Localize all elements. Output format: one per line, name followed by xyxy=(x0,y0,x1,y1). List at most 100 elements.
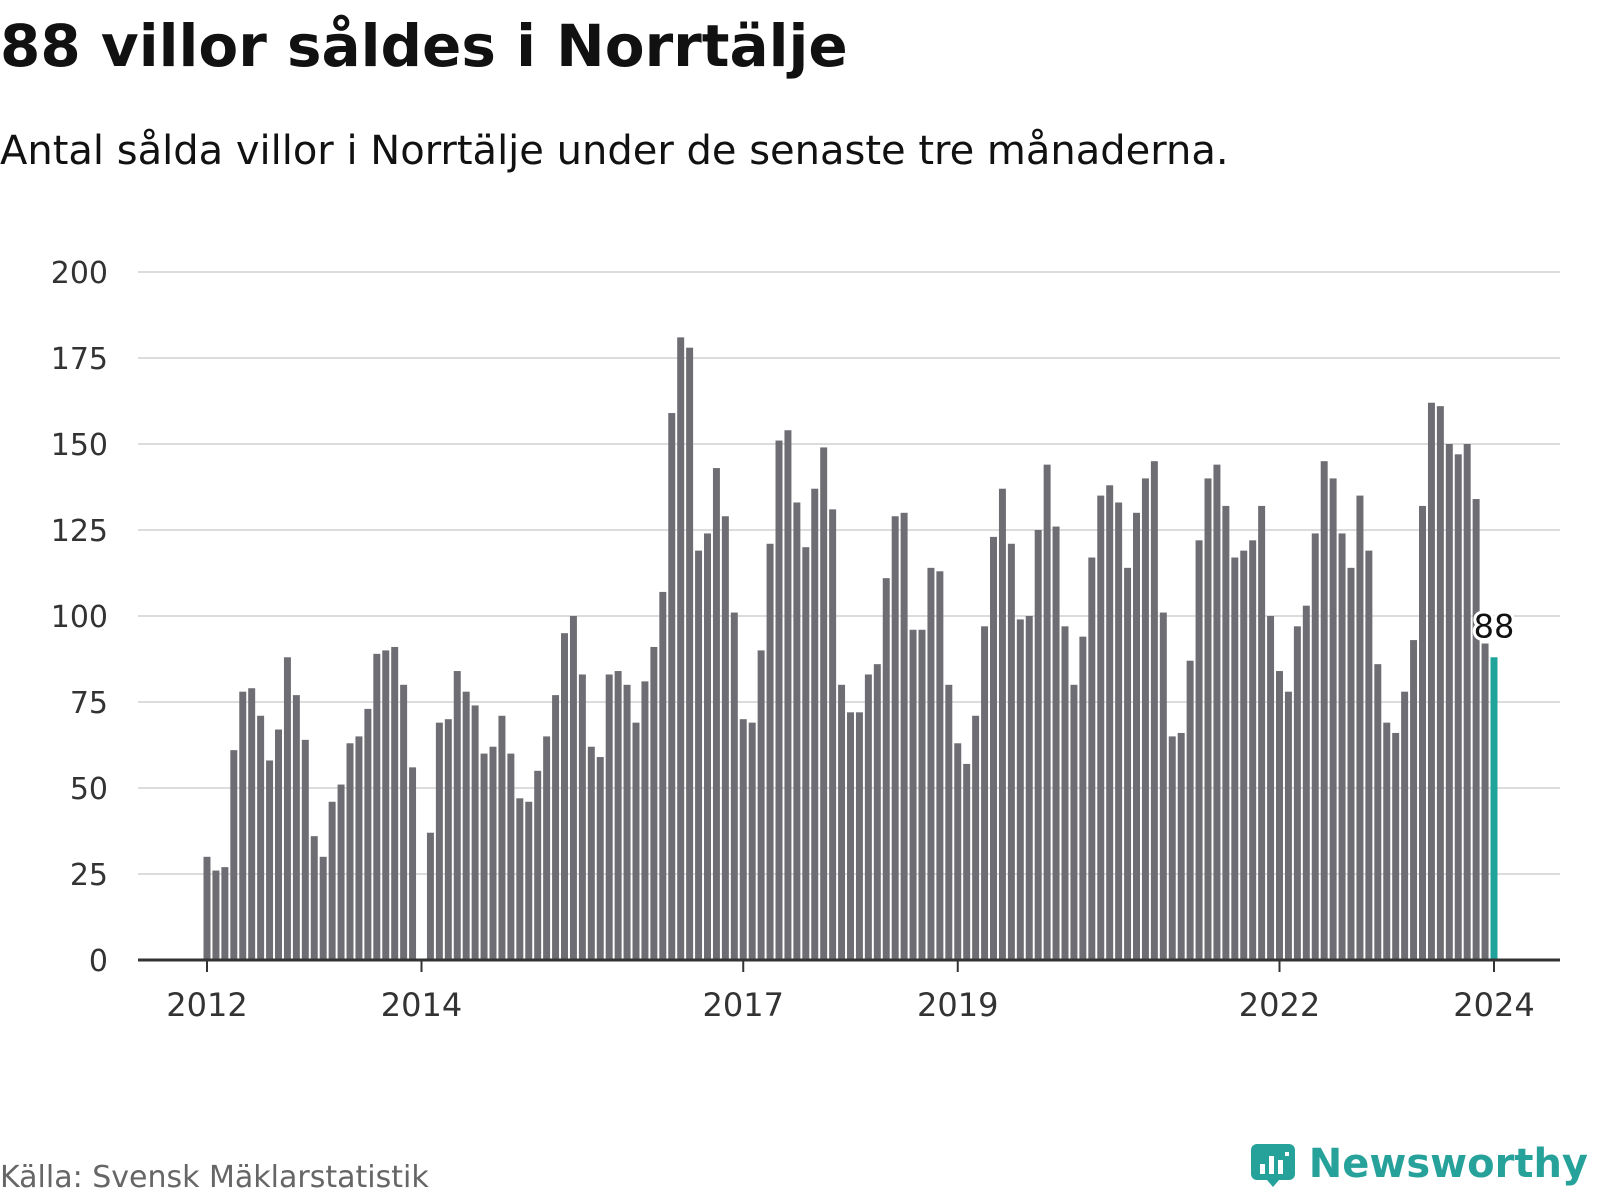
bar xyxy=(1177,732,1185,960)
bar xyxy=(1258,505,1266,960)
bar xyxy=(569,616,577,960)
bar xyxy=(534,770,542,960)
bar xyxy=(1445,444,1453,960)
bar xyxy=(337,784,345,960)
chart-logo-icon xyxy=(1250,1144,1295,1187)
bar xyxy=(426,832,434,960)
y-tick-label: 75 xyxy=(70,686,108,721)
bar xyxy=(1276,671,1283,960)
bar xyxy=(301,739,309,960)
bar xyxy=(739,719,747,960)
bar xyxy=(239,691,247,960)
bar xyxy=(283,657,291,960)
bar xyxy=(1034,530,1042,960)
bar xyxy=(972,715,980,960)
bar xyxy=(355,736,363,960)
source-note: Källa: Svensk Mäklarstatistik xyxy=(0,1160,429,1195)
y-tick-label: 25 xyxy=(70,858,108,893)
bar xyxy=(543,736,551,960)
y-tick-label: 100 xyxy=(51,600,108,635)
bar xyxy=(453,671,461,960)
bar xyxy=(1231,557,1239,960)
bar xyxy=(400,684,408,960)
x-tick-label: 2019 xyxy=(917,986,998,1024)
bar xyxy=(891,516,899,960)
bar xyxy=(775,440,783,960)
bar xyxy=(578,674,586,960)
bar xyxy=(248,688,256,960)
bar xyxy=(1481,643,1489,960)
bar xyxy=(990,536,997,960)
bar xyxy=(632,722,640,960)
bar xyxy=(409,767,417,960)
bar xyxy=(1115,502,1123,960)
bar xyxy=(480,753,488,960)
bar xyxy=(462,691,470,960)
bar xyxy=(981,626,989,960)
bar xyxy=(444,719,452,960)
bar xyxy=(1365,550,1373,960)
bar xyxy=(1133,512,1140,960)
bar xyxy=(1249,540,1257,960)
bar xyxy=(1374,664,1382,960)
bar xyxy=(1472,499,1480,960)
bar xyxy=(838,684,846,960)
chart-title: 88 villor såldes i Norrtälje xyxy=(0,12,848,80)
bar xyxy=(712,468,720,960)
bar xyxy=(820,447,828,960)
bar xyxy=(1186,660,1194,960)
bar xyxy=(748,722,756,960)
bar xyxy=(328,801,336,960)
y-tick-label: 175 xyxy=(51,342,108,377)
bar xyxy=(257,715,265,960)
x-tick-label: 2022 xyxy=(1239,986,1320,1024)
bar xyxy=(1007,543,1015,960)
bar xyxy=(623,684,631,960)
bar xyxy=(677,337,685,960)
y-tick-label: 150 xyxy=(51,428,108,463)
bar xyxy=(275,729,282,960)
bar xyxy=(998,488,1006,960)
bar xyxy=(1097,495,1105,960)
bar xyxy=(1347,567,1355,960)
bar xyxy=(793,502,801,960)
bar xyxy=(310,836,318,960)
bar xyxy=(1356,495,1364,960)
bar xyxy=(918,629,926,960)
bar-chart: 0 25 50 75 100 125 150 175 200 88 2012 2014 2017 20… xyxy=(51,256,1560,1024)
bar xyxy=(873,664,881,960)
bar xyxy=(1159,612,1167,960)
bar xyxy=(507,753,515,960)
y-tick-label: 0 xyxy=(89,944,108,979)
bar xyxy=(1168,736,1176,960)
bar xyxy=(1410,640,1418,960)
bar xyxy=(1302,605,1310,960)
bar xyxy=(855,712,863,960)
bar xyxy=(1427,402,1435,961)
bar xyxy=(1195,540,1203,960)
bar xyxy=(489,746,497,960)
bar xyxy=(1043,464,1051,960)
bar xyxy=(1392,732,1400,960)
bar xyxy=(784,430,792,960)
bar xyxy=(1124,567,1132,960)
bar xyxy=(614,671,622,960)
bar xyxy=(525,801,533,960)
bar xyxy=(1338,533,1346,960)
bar xyxy=(695,550,703,960)
bar xyxy=(391,646,399,960)
bar xyxy=(266,760,274,960)
bar xyxy=(1311,533,1319,960)
brand-name: Newsworthy xyxy=(1308,1141,1588,1187)
bar xyxy=(757,650,765,960)
bar xyxy=(1213,464,1221,960)
bar xyxy=(587,746,595,960)
bar xyxy=(1025,616,1033,960)
bar xyxy=(373,653,381,960)
bar-highlight xyxy=(1490,657,1498,960)
bar xyxy=(704,533,711,960)
bar xyxy=(605,674,613,960)
bar xyxy=(864,674,872,960)
bar xyxy=(319,856,327,960)
bar xyxy=(900,512,908,960)
